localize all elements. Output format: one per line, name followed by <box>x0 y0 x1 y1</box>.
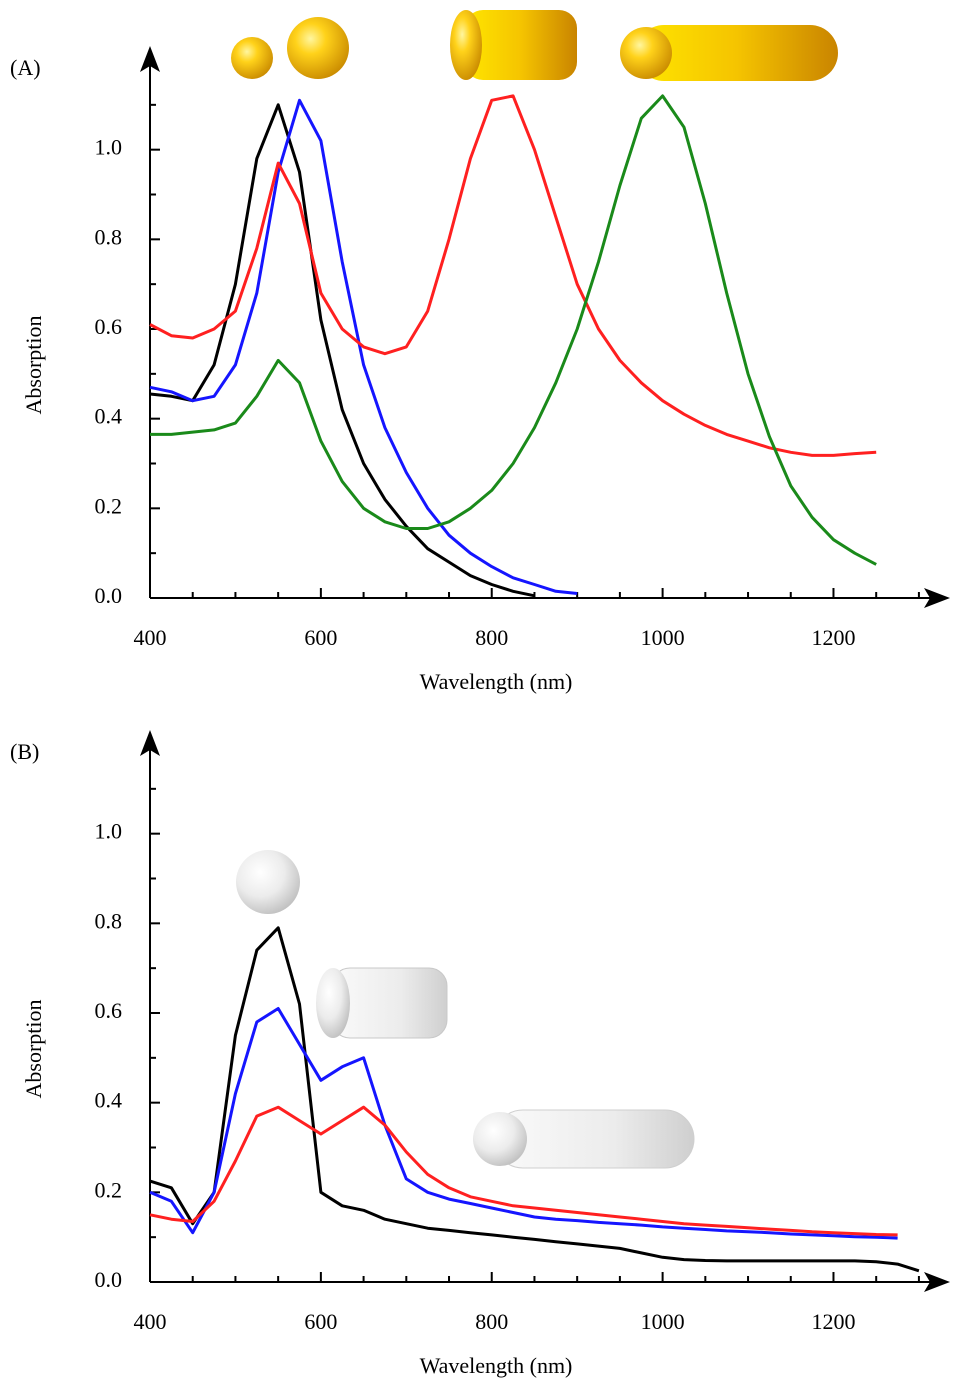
x-tick-label: 400 <box>134 1309 167 1334</box>
x-tick-label: 1200 <box>811 625 855 650</box>
x-tick-label: 800 <box>475 1309 508 1334</box>
y-tick-label: 0.8 <box>95 908 123 933</box>
x-tick-label: 1000 <box>641 625 685 650</box>
x-tick-label: 600 <box>304 625 337 650</box>
data-line <box>149 1007 898 1240</box>
y-tick-label: 0.6 <box>95 314 123 339</box>
panel-label: (B) <box>10 739 39 764</box>
data-line <box>149 1105 898 1237</box>
y-axis-arrow <box>140 46 160 72</box>
y-tick-label: 0.2 <box>95 493 123 518</box>
y-tick-label: 0.0 <box>95 1267 123 1292</box>
y-tick-label: 1.0 <box>95 135 123 160</box>
x-tick-label: 800 <box>475 625 508 650</box>
silver-particles <box>236 850 695 1169</box>
chart-panel: 400 600 800 1000 1200 0.0 0.2 0.4 0.6 0.8 1.0 (A) Wa… <box>10 46 950 694</box>
x-axis-label: Wavelength (nm) <box>420 669 573 694</box>
y-tick-label: 1.0 <box>95 819 123 844</box>
y-axis-arrow <box>140 730 160 756</box>
y-axis-label: Absorption <box>21 316 46 415</box>
panel-label: (A) <box>10 55 41 80</box>
x-axis-label: Wavelength (nm) <box>420 1353 573 1378</box>
data-line <box>149 926 920 1273</box>
y-tick-label: 0.4 <box>95 1088 123 1113</box>
data-line <box>149 103 535 598</box>
chart-panel: 400 600 800 1000 1200 0.0 0.2 0.4 0.6 0.8 1.0 (B) Wa… <box>10 730 950 1378</box>
x-tick-label: 1000 <box>641 1309 685 1334</box>
data-line <box>149 94 877 457</box>
y-tick-label: 0.0 <box>95 583 123 608</box>
x-tick-label: 1200 <box>811 1309 855 1334</box>
gold-particles <box>231 10 838 81</box>
y-tick-label: 0.8 <box>95 224 123 249</box>
x-axis-arrow <box>924 588 950 608</box>
y-axis-label: Absorption <box>21 1000 46 1099</box>
x-axis-arrow <box>924 1272 950 1292</box>
x-tick-label: 400 <box>134 625 167 650</box>
data-line <box>149 98 578 595</box>
y-tick-label: 0.6 <box>95 998 123 1023</box>
y-tick-label: 0.4 <box>95 404 123 429</box>
data-line <box>150 94 877 566</box>
y-tick-label: 0.2 <box>95 1177 123 1202</box>
x-tick-label: 600 <box>304 1309 337 1334</box>
